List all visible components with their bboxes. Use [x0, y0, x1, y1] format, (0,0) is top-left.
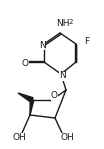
Text: O: O — [51, 91, 58, 100]
Text: OH: OH — [12, 132, 26, 142]
Polygon shape — [30, 100, 34, 115]
Text: F: F — [84, 37, 90, 45]
Polygon shape — [18, 93, 33, 102]
Text: O: O — [22, 59, 28, 67]
Text: 2: 2 — [69, 19, 73, 25]
Text: OH: OH — [60, 132, 74, 142]
Text: NH: NH — [56, 20, 70, 28]
Text: N: N — [59, 72, 65, 80]
Text: N: N — [39, 41, 45, 49]
